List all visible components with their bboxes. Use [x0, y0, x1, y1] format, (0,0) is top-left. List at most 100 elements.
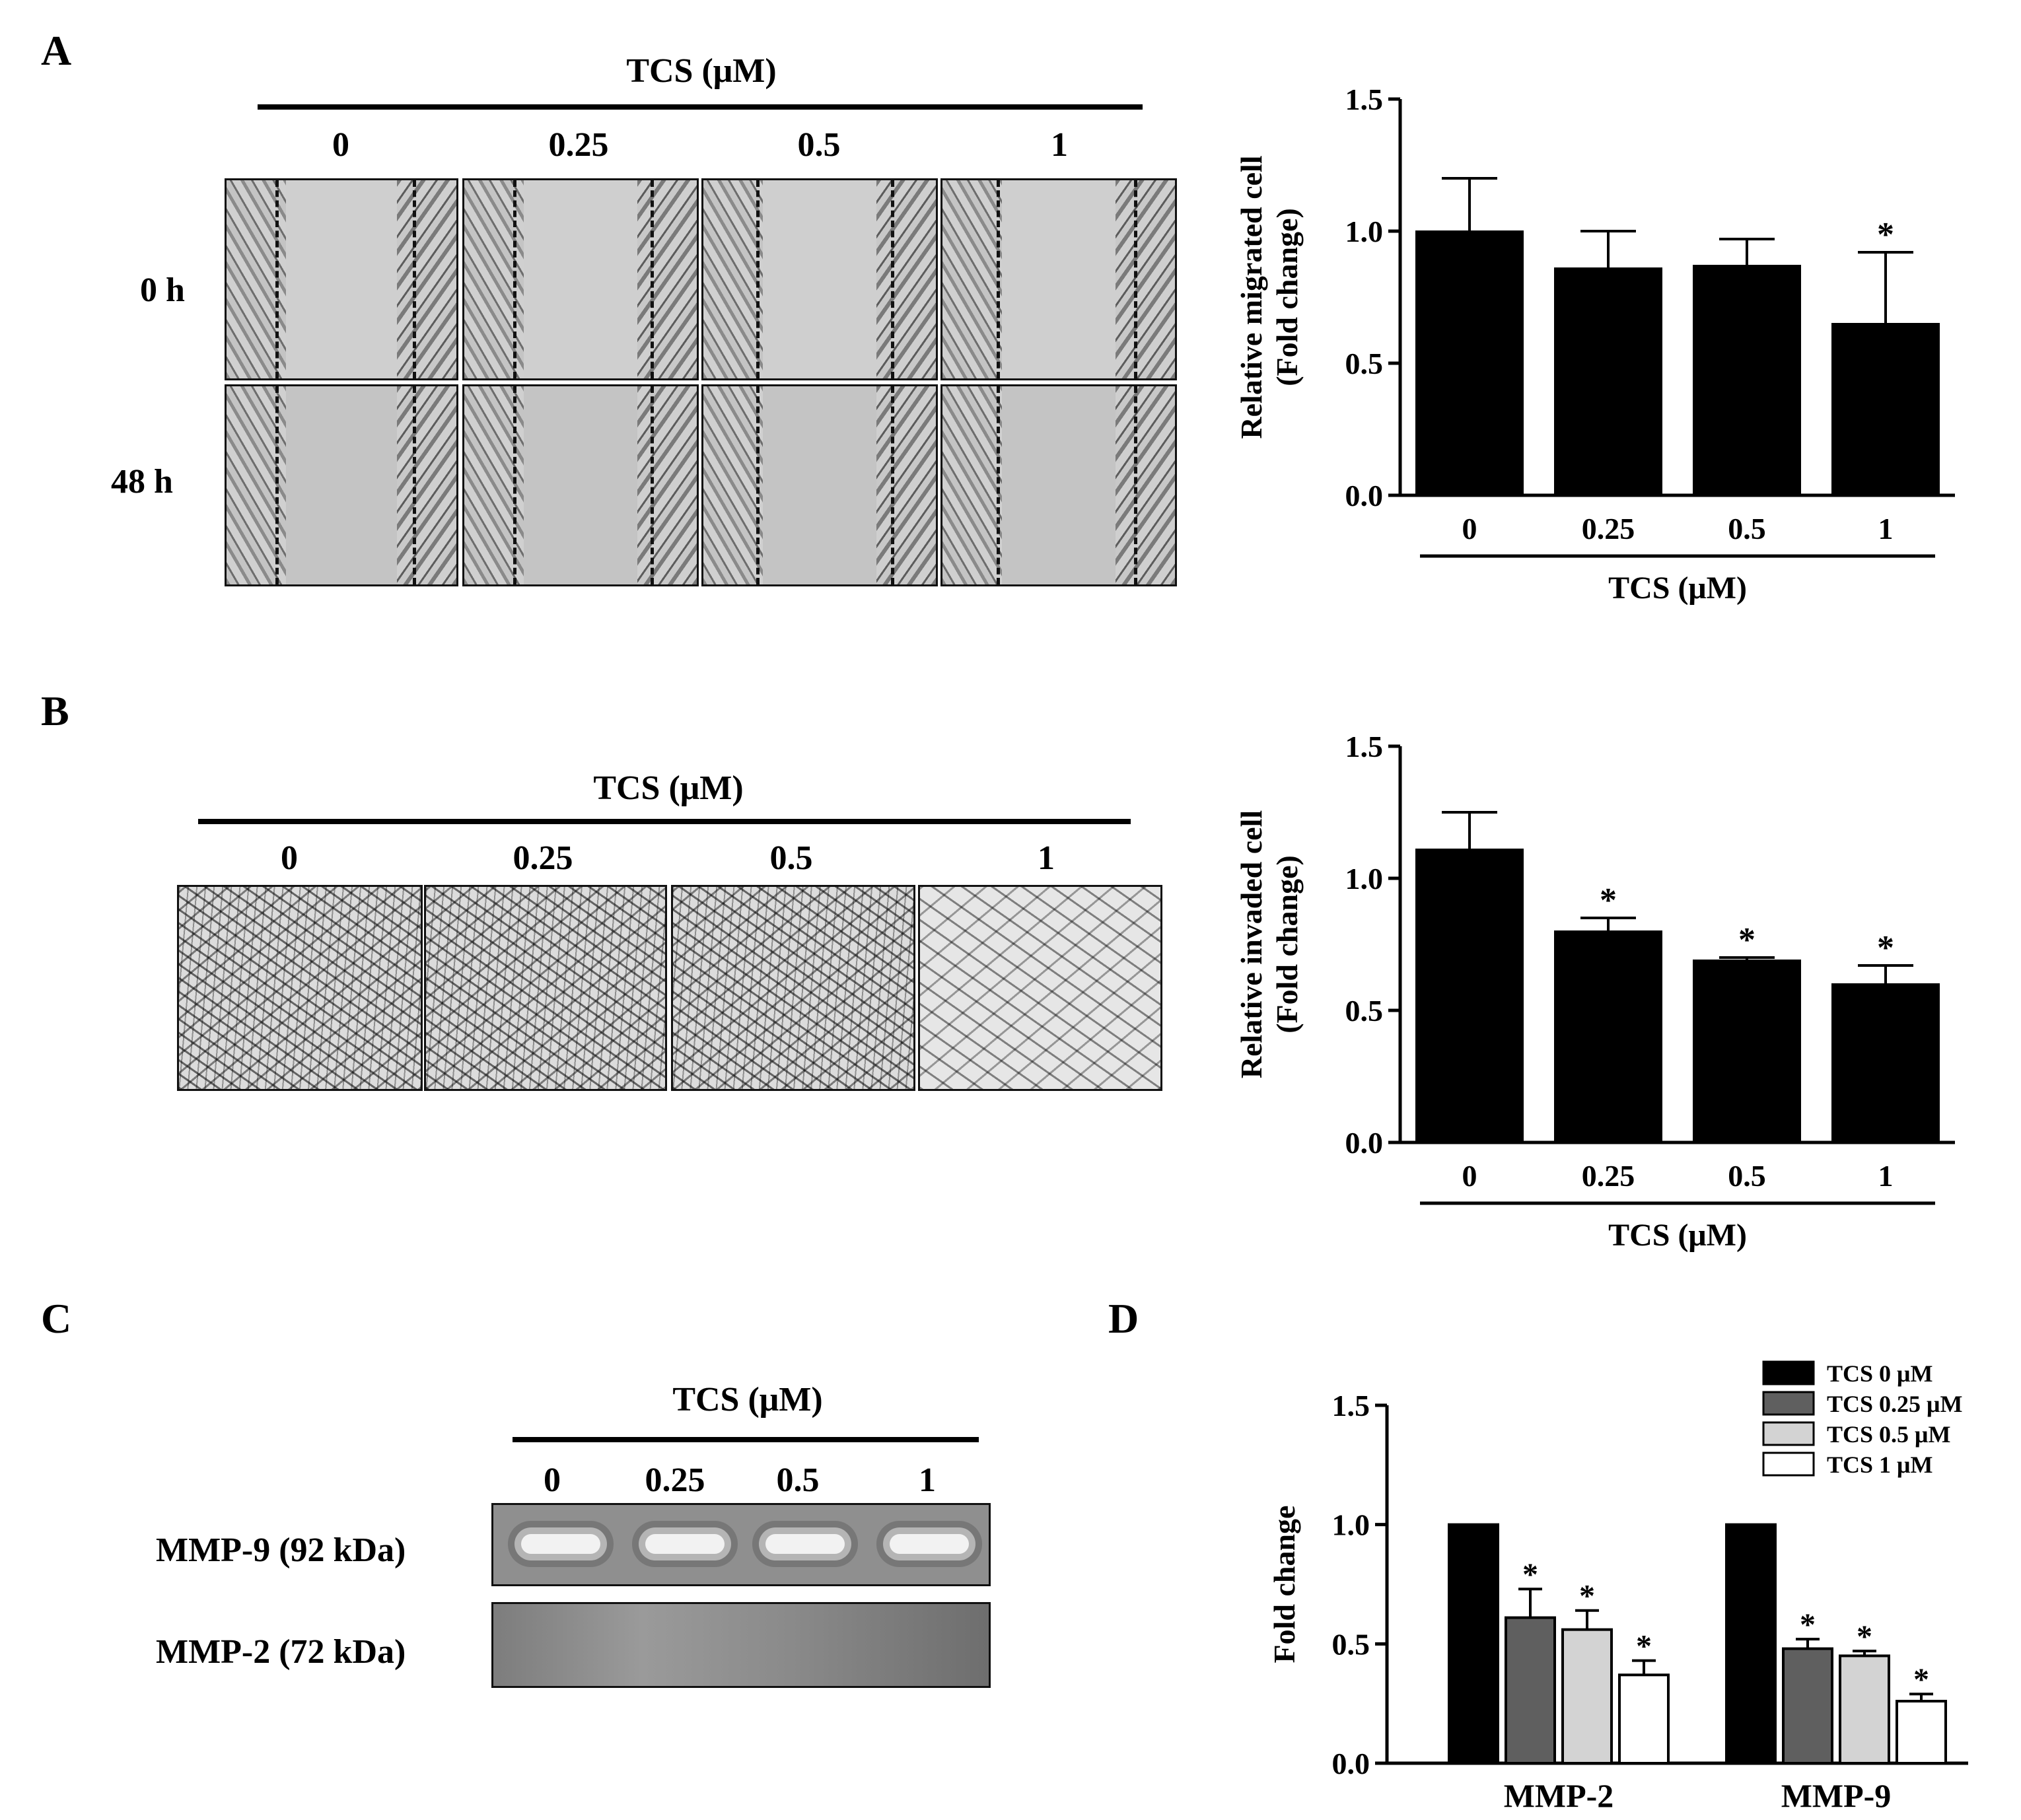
bar	[1561, 1628, 1613, 1765]
significance-star: *	[1913, 1662, 1929, 1697]
x-tick-label: 0.25	[1582, 1159, 1635, 1193]
gel-lane-label-mmp9: MMP-9 (92 kDa)	[156, 1531, 406, 1569]
wound-image-48h-1	[940, 384, 1177, 586]
significance-star: *	[1636, 1629, 1652, 1664]
y-tick-label: 1.5	[1345, 83, 1384, 116]
legend-label: TCS 1 μM	[1827, 1452, 1932, 1478]
gel-mmp9	[491, 1503, 991, 1586]
bar	[1896, 1700, 1947, 1765]
x-tick-label: 1	[1878, 512, 1894, 545]
y-tick-label: 0.5	[1345, 994, 1384, 1028]
x-axis-label: TCS (μM)	[1608, 1218, 1747, 1253]
bar	[1415, 230, 1524, 496]
x-tick-label: 0.25	[1582, 512, 1635, 545]
significance-star: *	[1600, 882, 1617, 919]
invasion-image-025	[424, 885, 667, 1091]
gel-mmp2	[491, 1602, 991, 1688]
wound-image-0h-05	[701, 178, 938, 380]
bar	[1554, 930, 1662, 1143]
x-tick-label: MMP-2	[1504, 1777, 1614, 1809]
x-tick-label: 0	[1462, 1159, 1477, 1193]
y-tick-label: 1.0	[1345, 862, 1384, 895]
panel-b-treatment-bar	[198, 819, 1131, 824]
y-tick-label: 1.5	[1332, 1389, 1370, 1422]
gel-band	[645, 1534, 725, 1554]
bar	[1448, 1523, 1499, 1765]
significance-star: *	[1877, 929, 1894, 967]
panel-c-conc-2: 0.5	[776, 1461, 820, 1499]
bar	[1554, 267, 1662, 496]
x-axis-label: TCS (μM)	[1608, 571, 1747, 606]
panel-a-conc-2: 0.5	[797, 126, 841, 164]
legend-swatch	[1762, 1391, 1815, 1416]
gel-lane-label-mmp2: MMP-2 (72 kDa)	[156, 1633, 406, 1671]
panel-a-conc-3: 1	[1051, 126, 1068, 164]
panel-c-conc-3: 1	[919, 1461, 936, 1499]
legend-swatch	[1762, 1360, 1815, 1385]
gel-band	[890, 1534, 969, 1554]
invasion-image-0	[177, 885, 423, 1091]
bar	[1505, 1616, 1556, 1765]
significance-star: *	[1579, 1579, 1595, 1614]
panel-b-conc-2: 0.5	[769, 839, 813, 877]
panel-a-row-label-0h: 0 h	[140, 271, 185, 309]
legend-label: TCS 0.5 μM	[1827, 1421, 1950, 1448]
wound-image-48h-025	[462, 384, 699, 586]
panel-label-d: D	[1108, 1295, 1139, 1342]
significance-star: *	[1522, 1557, 1538, 1592]
y-tick-label: 0.5	[1332, 1627, 1370, 1661]
panel-b-conc-3: 1	[1038, 839, 1055, 877]
x-tick-label: 0	[1462, 512, 1477, 545]
y-axis-label: Fold change	[1267, 1506, 1301, 1663]
migration-chart: 0.0 0.5 1.0 1.5 Relative migrated cell(Fold …	[1234, 83, 1955, 606]
significance-star: *	[1800, 1607, 1816, 1642]
legend-swatch	[1762, 1452, 1815, 1477]
panel-label-b: B	[41, 687, 69, 734]
gel-band	[765, 1534, 845, 1554]
panel-c-conc-0: 0	[544, 1461, 561, 1499]
y-tick-label: 1.5	[1345, 730, 1384, 763]
bar	[1693, 265, 1801, 496]
x-tick-label: 0.5	[1728, 1159, 1766, 1193]
panel-c-treatment-bar	[513, 1437, 979, 1442]
panel-b-conc-1: 0.25	[513, 839, 573, 877]
y-axis-label: Relative invaded cell(Fold change)	[1234, 810, 1304, 1078]
x-tick-label: MMP-9	[1781, 1777, 1892, 1809]
bar	[1839, 1654, 1890, 1765]
panel-a-row-label-48h: 48 h	[111, 463, 173, 501]
y-tick-label: 1.0	[1332, 1508, 1370, 1542]
panel-a-treatment-title: TCS (μM)	[626, 52, 777, 90]
panel-a-conc-0: 0	[332, 126, 349, 164]
y-tick-label: 0.0	[1345, 1126, 1384, 1160]
y-tick-label: 0.5	[1345, 347, 1384, 380]
panel-a-treatment-bar	[258, 104, 1143, 110]
legend-label: TCS 0.25 μM	[1827, 1391, 1962, 1417]
panel-label-a: A	[41, 27, 72, 74]
bar	[1693, 960, 1801, 1143]
x-tick-label: 0.5	[1728, 512, 1766, 545]
legend-swatch	[1762, 1421, 1815, 1446]
wound-image-0h-0	[225, 178, 458, 380]
bar	[1831, 323, 1940, 496]
wound-image-0h-025	[462, 178, 699, 380]
mmp-fold-change-chart: 0.0 0.5 1.0 1.5 Fold change * * * MMP-2 * * * MMP-9 T…	[1267, 1360, 1968, 1809]
bar	[1831, 983, 1940, 1143]
panel-a-conc-1: 0.25	[548, 126, 609, 164]
invasion-chart: 0.0 0.5 1.0 1.5 Relative invaded cell(Fold c…	[1234, 730, 1955, 1253]
panel-label-c: C	[41, 1295, 72, 1342]
panel-b-conc-0: 0	[281, 839, 298, 877]
significance-star: *	[1738, 921, 1755, 959]
y-tick-label: 0.0	[1345, 479, 1384, 512]
y-axis-label: Relative migrated cell(Fold change)	[1234, 155, 1304, 438]
panel-c-conc-1: 0.25	[645, 1461, 705, 1499]
invasion-image-05	[671, 885, 915, 1091]
bar	[1782, 1647, 1833, 1765]
panel-c-treatment-title: TCS (μM)	[672, 1381, 823, 1418]
wound-image-0h-1	[940, 178, 1177, 380]
y-tick-label: 0.0	[1332, 1747, 1370, 1780]
y-tick-label: 1.0	[1345, 215, 1384, 248]
panel-b-treatment-title: TCS (μM)	[593, 769, 744, 807]
invasion-image-1	[918, 885, 1162, 1091]
x-tick-label: 1	[1878, 1159, 1894, 1193]
legend-label: TCS 0 μM	[1827, 1360, 1932, 1387]
